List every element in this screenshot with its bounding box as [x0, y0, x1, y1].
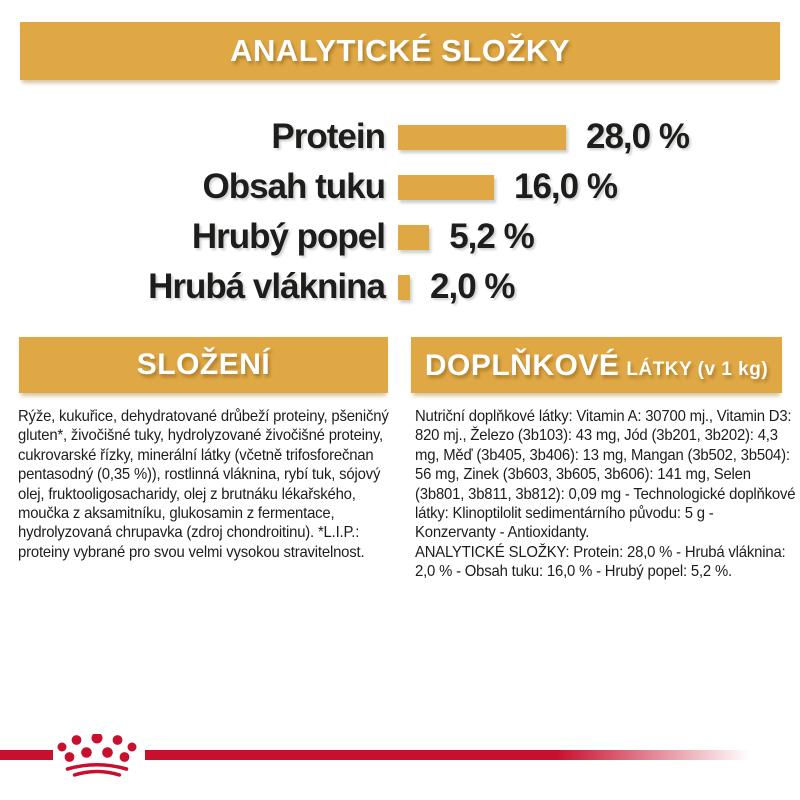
chart-bar: [398, 174, 494, 200]
chart-value-label: 16,0 %: [514, 167, 618, 206]
chart-category-label: Obsah tuku: [202, 167, 386, 206]
additives-title-main: DOPLŇKOVÉ: [424, 349, 620, 382]
chart-bar: [398, 124, 566, 150]
footer-red-stripe-right: [145, 750, 750, 760]
chart-value-label: 28,0 %: [586, 117, 690, 156]
additives-text: Nutriční doplňkové látky: Vitamin A: 307…: [415, 407, 796, 582]
chart-row: Hrubý popel 5,2 %: [0, 212, 800, 262]
chart-bar: [398, 274, 410, 300]
royal-canin-crown-logo: [57, 734, 137, 777]
ingredients-text: Rýže, kukuřice, dehydratované drůbeží pr…: [18, 407, 399, 562]
analytical-summary-paragraph: ANALYTICKÉ SLOŽKY: Protein: 28,0 % - Hru…: [415, 543, 786, 581]
chart-category-label: Hrubá vláknina: [148, 267, 386, 306]
chart-category-label: Protein: [271, 117, 386, 156]
additives-header: DOPLŇKOVÉ LÁTKY (v 1 kg): [411, 337, 782, 393]
analytical-composition-chart: Protein 28,0 % Obsah tuku 16,0 % Hrubý p…: [0, 112, 800, 312]
chart-category-label: Hrubý popel: [191, 217, 386, 256]
analytical-components-title: ANALYTICKÉ SLOŽKY: [230, 33, 570, 68]
ingredients-title: SLOŽENÍ: [136, 348, 271, 381]
chart-value-label: 2,0 %: [430, 267, 515, 306]
chart-value-label: 5,2 %: [449, 217, 534, 256]
chart-row: Hrubá vláknina 2,0 %: [0, 262, 800, 312]
analytical-components-header: ANALYTICKÉ SLOŽKY: [20, 22, 780, 80]
ingredients-paragraph: Rýže, kukuřice, dehydratované drůbeží pr…: [18, 408, 389, 561]
additives-title-sub: LÁTKY (v 1 kg): [626, 359, 769, 380]
chart-row: Protein 28,0 %: [0, 112, 800, 162]
footer-red-stripe-left: [0, 750, 53, 760]
additives-paragraph: Nutriční doplňkové látky: Vitamin A: 307…: [415, 408, 796, 542]
chart-row: Obsah tuku 16,0 %: [0, 162, 800, 212]
chart-bar: [398, 224, 430, 250]
ingredients-header: SLOŽENÍ: [19, 337, 388, 393]
